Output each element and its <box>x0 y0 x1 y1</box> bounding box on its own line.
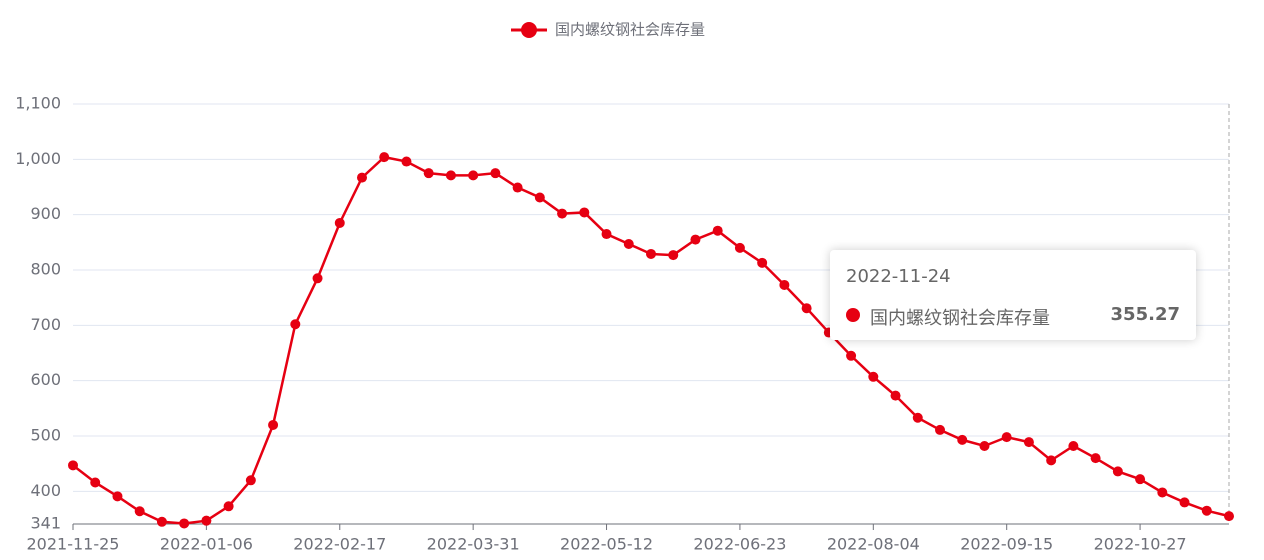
point <box>268 419 279 430</box>
point <box>690 234 701 245</box>
point <box>979 440 990 451</box>
point <box>401 156 412 167</box>
point <box>668 250 679 261</box>
y-tick-label: 700 <box>30 315 61 334</box>
point <box>1112 466 1123 477</box>
x-tick-label: 2022-06-23 <box>693 535 786 554</box>
point <box>1157 487 1168 498</box>
y-tick-label: 1,100 <box>15 94 61 113</box>
tooltip-series: 国内螺纹钢社会库存量 <box>870 308 1050 329</box>
point <box>712 225 723 236</box>
point <box>601 229 612 240</box>
point <box>357 172 367 183</box>
point <box>957 434 968 445</box>
point <box>1046 455 1057 466</box>
x-tick-label: 2022-02-17 <box>293 535 386 554</box>
point <box>1224 511 1234 522</box>
x-tick-label: 2021-11-25 <box>27 535 120 554</box>
point <box>1201 505 1212 516</box>
point <box>379 152 390 163</box>
legend-label: 国内螺纹钢社会库存量 <box>555 21 705 39</box>
point <box>646 248 656 259</box>
point <box>423 168 434 179</box>
point <box>512 182 523 193</box>
point <box>534 192 545 203</box>
point <box>112 491 123 502</box>
y-tick-label: 600 <box>30 370 61 389</box>
point <box>623 239 634 249</box>
y-tick-label: 341 <box>30 514 61 533</box>
point <box>1001 432 1012 443</box>
point <box>290 319 301 330</box>
point <box>445 170 456 181</box>
point <box>156 516 167 527</box>
point <box>245 475 256 486</box>
point <box>201 515 212 526</box>
x-tick-label: 2022-08-04 <box>827 535 920 554</box>
point <box>801 303 812 314</box>
point <box>868 371 879 382</box>
legend-marker <box>521 22 537 38</box>
point <box>179 518 190 529</box>
point <box>1135 474 1146 485</box>
x-tick-label: 2022-01-06 <box>160 535 253 554</box>
line <box>72 155 1230 525</box>
tooltip-marker <box>846 308 860 322</box>
point <box>935 424 945 435</box>
point <box>779 279 790 290</box>
point <box>579 207 590 218</box>
point <box>890 390 901 401</box>
point <box>557 208 568 219</box>
point <box>1068 440 1079 451</box>
tooltip-date: 2022-11-24 <box>846 266 951 287</box>
x-tick-label: 2022-10-27 <box>1094 535 1187 554</box>
point <box>912 412 923 423</box>
tooltip: 2022-11-24 国内螺纹钢社会库存量 355.27 <box>830 250 1196 340</box>
y-tick-label: 500 <box>30 426 61 445</box>
point <box>1090 453 1101 464</box>
point <box>490 168 501 179</box>
x-tick-label: 2022-09-15 <box>960 535 1053 554</box>
point <box>1179 497 1190 508</box>
y-tick-label: 900 <box>30 204 61 223</box>
point <box>757 257 768 268</box>
point <box>334 217 345 228</box>
point <box>846 350 857 361</box>
point <box>90 477 101 488</box>
tooltip-value: 355.27 <box>1110 304 1180 325</box>
y-tick-label: 800 <box>30 260 61 279</box>
y-tick-label: 400 <box>30 481 61 500</box>
point <box>223 501 234 512</box>
x-tick-label: 2022-03-31 <box>427 535 520 554</box>
point <box>312 273 323 284</box>
point <box>134 506 145 517</box>
point <box>734 242 745 253</box>
point <box>68 460 78 471</box>
y-tick-label: 1,000 <box>15 149 61 168</box>
point <box>468 170 479 181</box>
point <box>1023 437 1034 448</box>
x-tick-label: 2022-05-12 <box>560 535 653 554</box>
